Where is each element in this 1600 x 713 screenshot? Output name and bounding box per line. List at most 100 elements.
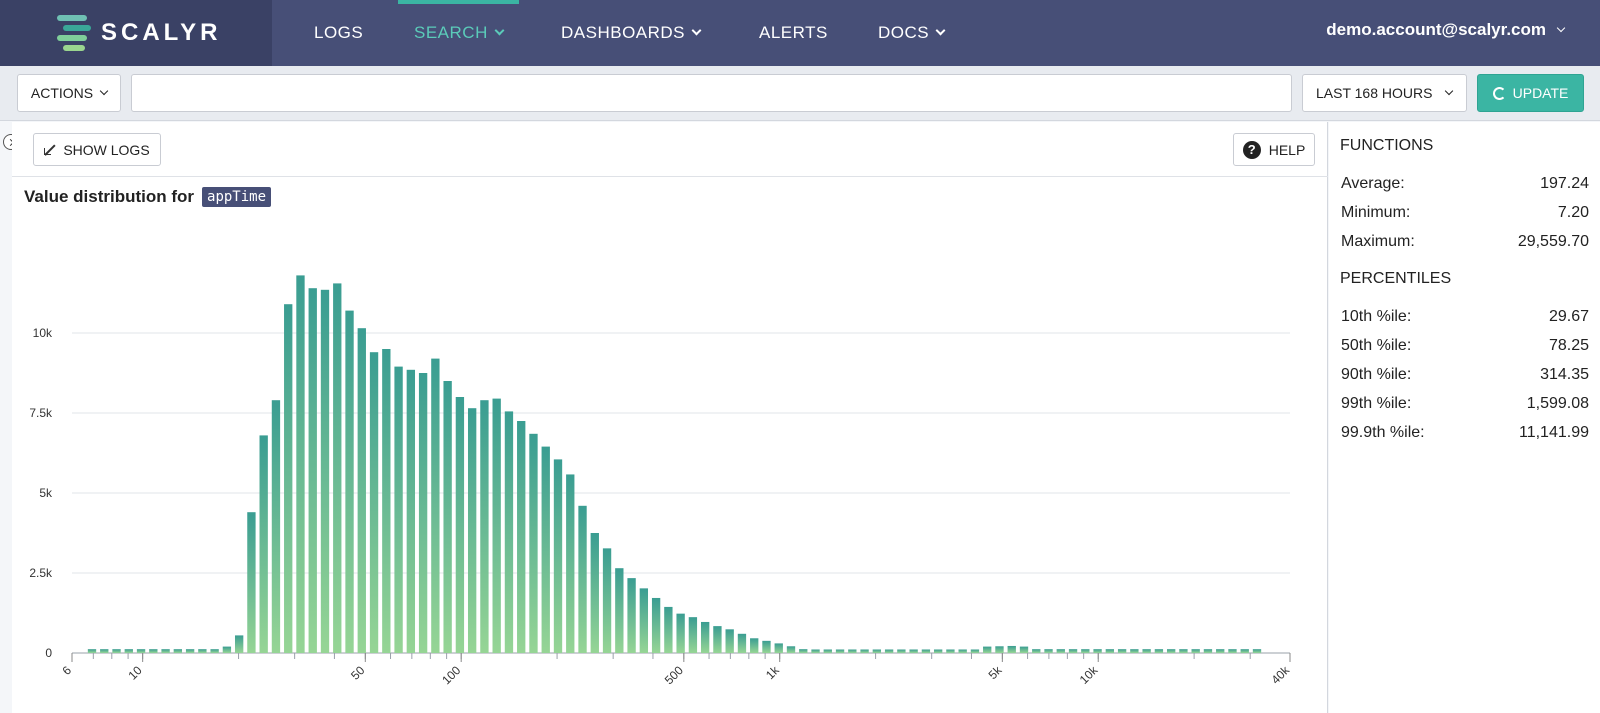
histogram-bar[interactable] [185, 649, 195, 653]
histogram-bar[interactable] [320, 289, 330, 653]
histogram-bar[interactable] [504, 411, 514, 653]
histogram-bar[interactable] [247, 512, 256, 653]
histogram-bar[interactable] [112, 649, 121, 653]
histogram-bar[interactable] [1130, 649, 1139, 653]
histogram-bar[interactable] [1105, 649, 1115, 653]
histogram-bar[interactable] [958, 649, 967, 653]
histogram-bar[interactable] [590, 533, 599, 653]
histogram-bar[interactable] [946, 649, 955, 653]
histogram-bar[interactable] [1252, 649, 1262, 653]
histogram-bar[interactable] [1203, 649, 1213, 653]
histogram-bar[interactable] [848, 649, 857, 653]
histogram-bar[interactable] [124, 649, 133, 653]
histogram-bar[interactable] [1044, 649, 1053, 653]
time-range-select[interactable]: LAST 168 HOURS [1302, 74, 1467, 112]
histogram-bar[interactable] [296, 275, 305, 653]
nav-docs[interactable]: DOCS [878, 0, 946, 66]
histogram-bar[interactable] [369, 352, 379, 653]
histogram-bar[interactable] [884, 649, 894, 653]
histogram-bar[interactable] [639, 588, 649, 653]
histogram-bar[interactable] [517, 421, 526, 653]
histogram-bar[interactable] [651, 597, 661, 653]
histogram-bar[interactable] [553, 459, 563, 653]
histogram-bar[interactable] [1019, 646, 1029, 653]
histogram-bar[interactable] [970, 649, 980, 653]
histogram-bar[interactable] [860, 649, 869, 653]
histogram-bar[interactable] [983, 646, 992, 653]
histogram-bar[interactable] [725, 629, 734, 653]
histogram-bar[interactable] [1191, 649, 1200, 653]
histogram-bar[interactable] [136, 649, 146, 653]
histogram-bar[interactable] [1117, 649, 1127, 653]
update-button[interactable]: UPDATE [1477, 74, 1584, 112]
histogram-bar[interactable] [1179, 649, 1188, 653]
histogram-bar[interactable] [1093, 649, 1102, 653]
histogram-bar[interactable] [774, 643, 783, 653]
histogram-bar[interactable] [799, 649, 808, 653]
histogram-bar[interactable] [234, 635, 244, 653]
histogram-bar[interactable] [995, 646, 1004, 653]
histogram-bar[interactable] [627, 578, 636, 653]
histogram-bar[interactable] [1068, 649, 1078, 653]
histogram-bar[interactable] [210, 649, 219, 653]
histogram-bar[interactable] [909, 649, 918, 653]
user-menu[interactable]: demo.account@scalyr.com [1326, 0, 1566, 60]
histogram-bar[interactable] [921, 649, 931, 653]
histogram-bar[interactable] [222, 646, 232, 653]
histogram-bar[interactable] [271, 400, 281, 653]
histogram-bar[interactable] [566, 474, 575, 653]
histogram-bar[interactable] [394, 366, 403, 653]
histogram-bar[interactable] [333, 283, 342, 653]
histogram-bar[interactable] [835, 649, 845, 653]
histogram-bar[interactable] [1142, 649, 1151, 653]
histogram-bar[interactable] [897, 649, 906, 653]
histogram-bar[interactable] [418, 373, 428, 653]
histogram-bar[interactable] [173, 649, 183, 653]
histogram-bar[interactable] [713, 626, 722, 653]
brand[interactable]: SCALYR [0, 0, 272, 66]
histogram-bar[interactable] [431, 358, 440, 653]
histogram-bar[interactable] [688, 617, 698, 653]
histogram-bar[interactable] [578, 505, 587, 653]
histogram-bar[interactable] [1166, 649, 1176, 653]
histogram-bar[interactable] [676, 613, 685, 653]
nav-logs[interactable]: LOGS [314, 0, 363, 66]
histogram-bar[interactable] [823, 649, 832, 653]
histogram-bar[interactable] [382, 349, 391, 653]
histogram-bar[interactable] [467, 408, 477, 653]
search-query-input[interactable] [131, 74, 1292, 112]
histogram-bar[interactable] [87, 649, 97, 653]
histogram-bar[interactable] [480, 400, 489, 653]
histogram-bar[interactable] [357, 328, 366, 653]
histogram-bar[interactable] [259, 435, 268, 653]
histogram-bar[interactable] [284, 304, 293, 653]
nav-dashboards[interactable]: DASHBOARDS [561, 0, 702, 66]
histogram-bar[interactable] [762, 640, 771, 653]
show-logs-button[interactable]: SHOW LOGS [33, 133, 161, 166]
histogram-bar[interactable] [933, 649, 943, 653]
histogram-bar[interactable] [664, 606, 673, 653]
histogram-bar[interactable] [149, 649, 158, 653]
histogram-bar[interactable] [1228, 649, 1237, 653]
histogram-bar[interactable] [455, 397, 465, 653]
histogram-bar[interactable] [198, 649, 207, 653]
histogram-bar[interactable] [700, 621, 710, 653]
histogram-bar[interactable] [529, 433, 538, 653]
histogram-bar[interactable] [308, 288, 317, 653]
histogram-bar[interactable] [737, 633, 747, 653]
histogram-bar[interactable] [1032, 649, 1041, 653]
histogram-bar[interactable] [750, 638, 759, 653]
histogram-bar[interactable] [161, 649, 170, 653]
histogram-bar[interactable] [615, 568, 624, 653]
histogram-bar[interactable] [541, 446, 550, 653]
actions-button[interactable]: ACTIONS [17, 74, 121, 112]
histogram-bar[interactable] [345, 310, 354, 653]
histogram-bar[interactable] [492, 398, 501, 653]
nav-search[interactable]: SEARCH [398, 0, 519, 66]
histogram-bar[interactable] [811, 649, 820, 653]
histogram-bar[interactable] [1056, 649, 1065, 653]
help-button[interactable]: ? HELP [1233, 133, 1315, 166]
histogram-bar[interactable] [406, 369, 416, 653]
histogram-bar[interactable] [1007, 645, 1016, 653]
histogram-bar[interactable] [1240, 649, 1249, 653]
